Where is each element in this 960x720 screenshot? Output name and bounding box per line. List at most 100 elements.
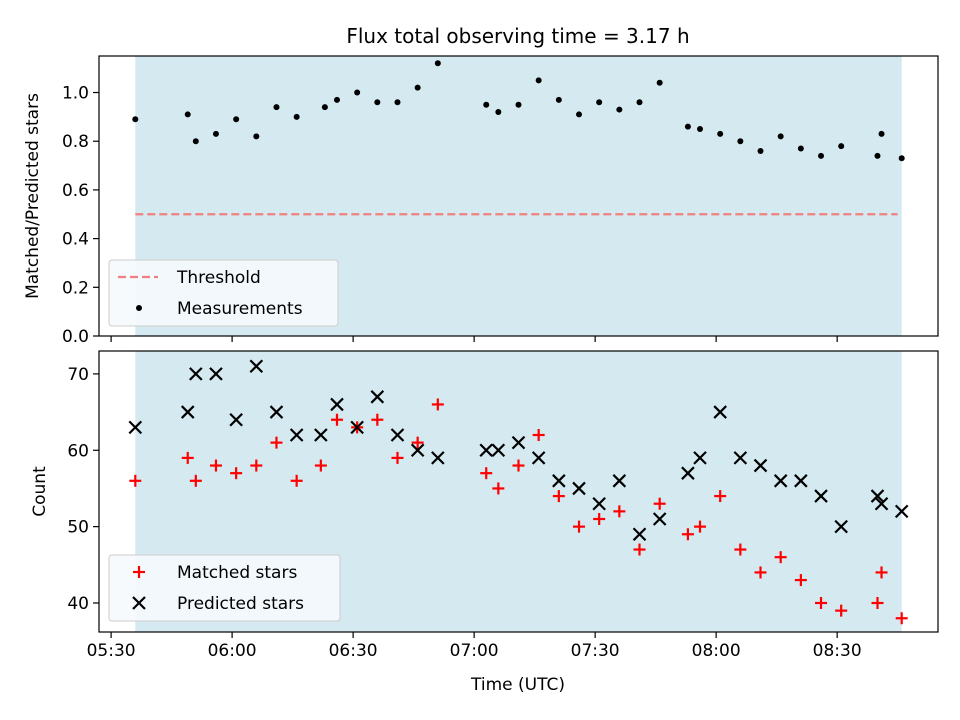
y-tick-label: 70 xyxy=(67,365,89,385)
predicted-star-point xyxy=(592,496,606,511)
predicted-star-point xyxy=(128,420,143,435)
bottom-legend-box xyxy=(108,554,341,622)
matched-star-point xyxy=(794,574,807,587)
measurement-point xyxy=(797,145,804,152)
matched-star-point xyxy=(895,612,908,625)
matched-stars-points xyxy=(129,398,908,625)
predicted-star-point xyxy=(189,367,203,381)
predicted-star-point xyxy=(681,466,695,480)
measurement-point xyxy=(777,133,784,140)
x-tick-label: 06:30 xyxy=(329,641,378,661)
bottom-legend: Matched stars Predicted stars xyxy=(108,554,341,622)
predicted-star-point xyxy=(491,443,506,458)
predicted-star-point xyxy=(632,527,647,542)
predicted-star-point xyxy=(834,519,848,534)
matched-star-point xyxy=(431,398,444,411)
matched-star-point xyxy=(593,512,606,525)
x-tick-label: 05:30 xyxy=(87,641,136,661)
predicted-star-point xyxy=(431,451,445,465)
y-tick-label: 40 xyxy=(67,594,89,614)
measurement-point xyxy=(212,130,219,137)
predicted-star-point xyxy=(612,474,627,488)
measurement-point xyxy=(684,123,691,130)
matched-star-point xyxy=(371,413,384,426)
y-tick-label: 60 xyxy=(67,441,89,461)
measurement-point xyxy=(818,152,825,159)
matched-star-point xyxy=(181,451,194,464)
matched-star-point xyxy=(815,596,828,609)
measurement-point xyxy=(434,60,441,67)
measurement-point xyxy=(656,79,663,86)
predicted-star-point xyxy=(733,451,748,465)
predicted-star-point xyxy=(894,504,909,519)
predicted-star-point xyxy=(531,451,546,465)
y-tick-label: 1.0 xyxy=(62,84,89,104)
top-axes-frame xyxy=(98,55,939,337)
matched-star-point xyxy=(290,474,303,487)
measurement-point xyxy=(333,96,340,103)
measurement-point xyxy=(616,106,623,113)
measurement-point xyxy=(697,126,704,133)
measurement-point xyxy=(354,89,361,96)
matched-star-point xyxy=(314,459,327,472)
matched-star-point xyxy=(734,543,747,556)
top-x-ticks xyxy=(110,336,838,342)
predicted-star-point xyxy=(370,390,385,404)
y-tick-label: 50 xyxy=(67,518,89,538)
legend-predicted-label: Predicted stars xyxy=(177,594,304,614)
legend-plus-marker xyxy=(133,566,145,578)
measurement-point xyxy=(414,84,421,91)
predicted-star-point xyxy=(314,428,328,442)
top-y-ticks: 0.0 0.2 0.4 0.6 0.8 1.0 xyxy=(62,84,99,347)
predicted-star-point xyxy=(693,451,707,465)
predicted-star-point xyxy=(794,474,808,488)
predicted-star-point xyxy=(753,458,768,473)
measurement-point xyxy=(273,104,280,111)
x-tick-label: 06:00 xyxy=(208,641,257,661)
predicted-star-point xyxy=(773,474,788,488)
predicted-star-point xyxy=(870,489,885,503)
measurement-point xyxy=(233,116,240,123)
measurement-point xyxy=(535,77,542,84)
y-tick-label: 0.0 xyxy=(62,327,89,347)
measurement-point xyxy=(717,130,724,137)
y-tick-label: 0.2 xyxy=(62,278,89,298)
predicted-star-point xyxy=(874,496,889,511)
legend-measurements-label: Measurements xyxy=(177,299,303,319)
predicted-star-point xyxy=(652,512,667,526)
measurement-point xyxy=(374,99,381,106)
matched-star-point xyxy=(250,459,263,472)
measurement-point xyxy=(757,147,764,154)
top-legend: Threshold Measurements xyxy=(108,259,339,327)
matched-star-point xyxy=(714,490,727,503)
y-tick-label: 0.4 xyxy=(62,230,89,250)
bottom-axes-frame xyxy=(98,350,939,633)
y-tick-label: 0.6 xyxy=(62,181,89,201)
x-axis-label: Time (UTC) xyxy=(470,675,565,695)
measurement-point xyxy=(596,99,603,106)
matched-star-point xyxy=(129,474,142,487)
matched-star-point xyxy=(694,520,707,533)
x-tick-label: 08:00 xyxy=(692,641,741,661)
measurement-point xyxy=(293,113,300,120)
matched-star-point xyxy=(480,467,493,480)
matched-star-point xyxy=(230,467,243,480)
measurement-point xyxy=(184,111,191,118)
measurement-point xyxy=(636,99,643,106)
measurement-point xyxy=(483,101,490,108)
measurement-point xyxy=(132,116,139,123)
measurement-point xyxy=(898,155,905,162)
y-tick-label: 0.8 xyxy=(62,132,89,152)
legend-threshold-label: Threshold xyxy=(176,268,261,288)
measurement-point xyxy=(878,130,885,137)
matched-star-point xyxy=(512,459,525,472)
measurement-point xyxy=(838,143,845,150)
matched-star-point xyxy=(613,505,626,518)
measurement-point xyxy=(555,96,562,103)
matched-star-point xyxy=(573,520,586,533)
matched-star-point xyxy=(835,604,848,617)
matched-star-point xyxy=(189,474,202,487)
top-measurement-points xyxy=(132,60,905,162)
measurement-point xyxy=(515,101,522,108)
